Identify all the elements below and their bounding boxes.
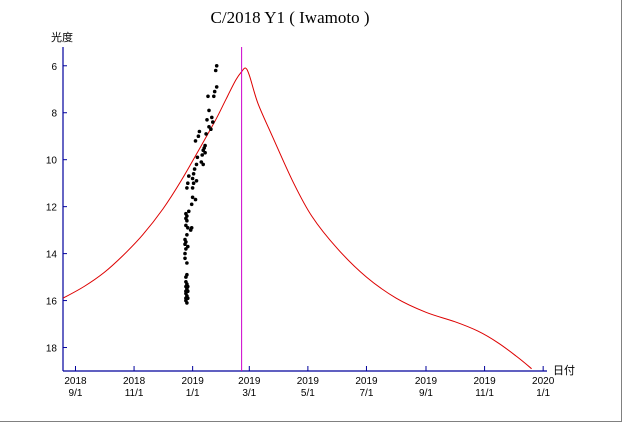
- observation-point: [197, 129, 202, 134]
- observation-point: [185, 301, 189, 305]
- observation-point: [185, 272, 189, 277]
- x-tick-label: 2019: [415, 376, 438, 387]
- observation-point: [203, 150, 207, 155]
- observation-point: [185, 214, 189, 218]
- y-tick-group: 6 8 10 12 14 16 18: [46, 62, 67, 355]
- x-tick-label: 9/1: [419, 388, 433, 399]
- observation-point: [191, 172, 196, 176]
- observation-point: [184, 240, 188, 244]
- observation-point: [186, 181, 190, 185]
- observation-point: [213, 68, 218, 73]
- observation-point: [191, 181, 196, 185]
- observation-point: [192, 167, 197, 171]
- observation-point: [187, 209, 191, 214]
- observation-point: [200, 153, 204, 157]
- observation-point: [193, 139, 198, 143]
- predicted-magnitude-curve: [62, 67, 532, 370]
- x-tick-label: 2019: [297, 376, 320, 387]
- observation-point: [210, 115, 214, 120]
- x-tick-label: 2019: [238, 376, 261, 387]
- x-tick-label: 2018: [64, 376, 87, 387]
- observation-points: [183, 64, 219, 305]
- y-tick-label: 16: [46, 297, 58, 308]
- observation-point: [186, 289, 190, 294]
- y-tick-label: 6: [51, 62, 57, 73]
- x-tick-label: 11/1: [475, 388, 494, 399]
- observation-point: [185, 186, 189, 190]
- x-tick-label: 2018: [123, 376, 146, 387]
- observation-point: [207, 125, 211, 129]
- y-tick-label: 8: [51, 109, 57, 120]
- observation-point: [183, 251, 187, 256]
- observation-point: [196, 134, 201, 138]
- x-tick-label: 1/1: [186, 388, 200, 399]
- x-tick-label: 2019: [182, 376, 205, 387]
- observation-point: [185, 233, 189, 237]
- observation-point: [204, 132, 208, 136]
- observation-point: [193, 197, 198, 202]
- observation-point: [186, 284, 190, 289]
- observation-point: [207, 108, 211, 113]
- x-tick-label: 7/1: [360, 388, 374, 399]
- observation-point: [214, 64, 219, 68]
- observation-point: [185, 218, 189, 223]
- observation-point: [211, 120, 215, 124]
- observation-point: [190, 195, 195, 200]
- observation-point: [190, 186, 195, 190]
- observation-point: [189, 226, 194, 230]
- observation-point: [206, 94, 210, 99]
- y-tick-label: 18: [46, 344, 58, 355]
- observation-point: [189, 202, 194, 207]
- x-tick-label: 3/1: [242, 388, 256, 399]
- x-tick-label: 1/1: [536, 388, 550, 399]
- observation-point: [194, 162, 199, 167]
- y-tick-label: 12: [46, 203, 58, 214]
- x-axis-label: 日付: [553, 364, 575, 377]
- observation-point: [187, 174, 191, 178]
- y-tick-label: 10: [46, 156, 58, 167]
- observation-point: [185, 261, 189, 265]
- observation-point: [183, 256, 187, 261]
- observation-point: [186, 244, 190, 249]
- x-tick-label: 2020: [532, 376, 555, 387]
- observation-point: [212, 94, 216, 99]
- observation-point: [199, 160, 204, 164]
- x-tick-label: 11/1: [125, 388, 144, 399]
- x-tick-label: 9/1: [69, 388, 83, 399]
- y-tick-label: 14: [46, 250, 58, 261]
- observation-point: [184, 223, 188, 228]
- observation-point: [186, 226, 190, 230]
- y-axis-label: 光度: [51, 30, 73, 44]
- observation-point: [186, 296, 190, 301]
- observation-point: [195, 155, 200, 160]
- observation-point: [194, 179, 199, 183]
- x-tick-label: 2019: [473, 376, 496, 387]
- observation-point: [201, 162, 205, 167]
- observation-point: [203, 143, 207, 148]
- observation-point: [190, 176, 195, 181]
- observation-point: [205, 118, 209, 122]
- x-tick-group: 20189/1201811/120191/120193/120195/12019…: [64, 366, 555, 399]
- observation-point: [214, 85, 219, 89]
- observation-point: [212, 89, 217, 94]
- x-tick-label: 5/1: [301, 388, 315, 399]
- x-tick-label: 2019: [355, 376, 378, 387]
- observation-point: [209, 127, 213, 131]
- chart-title: C/2018 Y1 ( Iwamoto ): [211, 8, 370, 27]
